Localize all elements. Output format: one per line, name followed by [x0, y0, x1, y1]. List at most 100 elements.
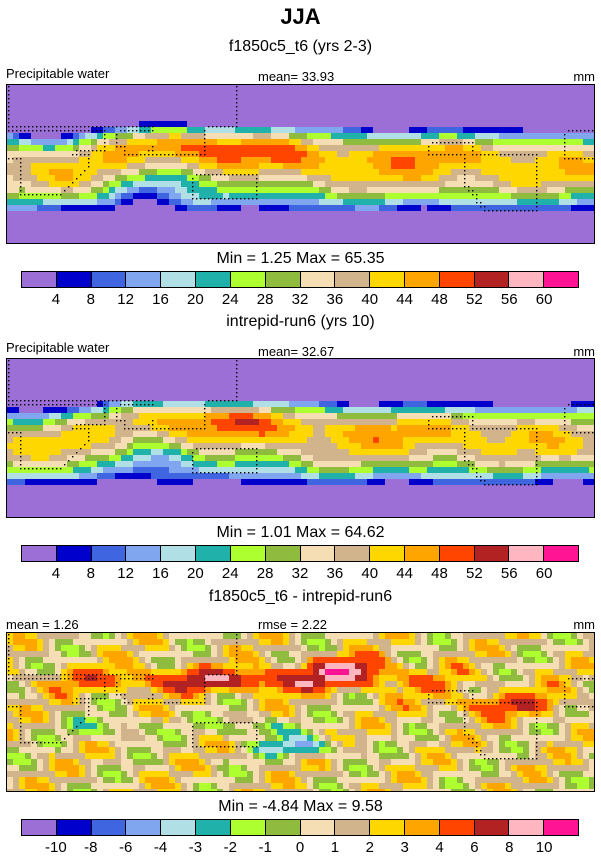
colorbar-swatch: [22, 272, 57, 287]
panel-3-map: [6, 632, 595, 792]
colorbar-swatch: [22, 820, 57, 835]
colorbar-swatch: [91, 546, 127, 561]
colorbar-swatch: [404, 546, 440, 561]
panel-1-colorbar: [21, 271, 579, 288]
colorbar-swatch: [370, 546, 405, 561]
colorbar-tick-label: 60: [535, 291, 553, 308]
colorbar-swatch: [196, 272, 231, 287]
colorbar-swatch: [474, 546, 510, 561]
coastlines: [8, 634, 594, 760]
colorbar-tick-label: 2: [365, 839, 374, 856]
colorbar-tick-label: 20: [187, 565, 204, 582]
colorbar-tick-label: -4: [153, 839, 168, 856]
panel-1-variable-label: Precipitable water: [6, 66, 110, 81]
colorbar-tick-label: 60: [535, 565, 553, 582]
panel-2-mean-label: mean= 32.67: [258, 344, 335, 359]
colorbar-swatch: [474, 820, 510, 835]
colorbar-tick-label: -2: [223, 839, 237, 856]
colorbar-swatch: [161, 546, 197, 561]
panel-3-rmse-label: rmse = 2.22: [258, 617, 328, 632]
colorbar-swatch: [230, 272, 266, 287]
colorbar-swatch: [126, 272, 162, 287]
colorbar-swatch: [370, 820, 405, 835]
colorbar-swatch: [56, 820, 92, 835]
colorbar-tick-label: 10: [535, 839, 553, 856]
coastlines: [8, 360, 594, 486]
colorbar-swatch: [196, 820, 231, 835]
colorbar-swatch: [126, 546, 162, 561]
colorbar-swatch: [439, 820, 475, 835]
panel-2-units: mm: [573, 344, 595, 359]
colorbar-tick-label: -10: [45, 839, 67, 856]
panel-2-colorbar: [21, 545, 579, 562]
panel-3-units: mm: [573, 617, 595, 632]
colorbar-swatch: [265, 820, 301, 835]
colorbar-swatch: [370, 272, 405, 287]
colorbar-tick-label: -1: [258, 839, 272, 856]
colorbar-tick-label: 24: [221, 565, 239, 582]
colorbar-swatch: [544, 820, 578, 835]
colorbar-swatch: [474, 272, 510, 287]
colorbar-tick-label: 24: [221, 291, 239, 308]
colorbar-swatch: [56, 272, 92, 287]
colorbar-tick-label: 28: [256, 565, 274, 582]
colorbar-tick-label: 52: [466, 565, 483, 582]
colorbar-tick-label: 16: [152, 291, 169, 308]
colorbar-tick-label: 56: [500, 291, 518, 308]
colorbar-swatch: [439, 272, 475, 287]
panel-3-subtitle: f1850c5_t6 - intrepid-run6: [208, 588, 393, 605]
colorbar-swatch: [265, 546, 301, 561]
panel-3-colorbar: [21, 819, 579, 836]
colorbar-tick-label: 6: [470, 839, 479, 856]
colorbar-swatch: [56, 546, 92, 561]
panel-3-min-max: Min = -4.84 Max = 9.58: [218, 798, 383, 815]
field-cells: [7, 85, 594, 243]
colorbar-tick-label: 52: [466, 291, 483, 308]
colorbar-tick-label: -8: [84, 839, 98, 856]
colorbar-swatch: [544, 272, 578, 287]
colorbar-swatch: [196, 546, 231, 561]
colorbar-swatch: [300, 272, 336, 287]
colorbar-swatch: [509, 820, 545, 835]
colorbar-swatch: [335, 272, 371, 287]
colorbar-swatch: [230, 820, 266, 835]
colorbar-tick-label: 28: [256, 291, 274, 308]
colorbar-swatch: [404, 272, 440, 287]
colorbar-swatch: [509, 546, 545, 561]
panel-3-mean-label: mean = 1.26: [6, 617, 79, 632]
colorbar-tick-label: 48: [431, 291, 448, 308]
colorbar-swatch: [265, 272, 301, 287]
colorbar-tick-label: 32: [291, 565, 309, 582]
colorbar-swatch: [439, 546, 475, 561]
panel-1-subtitle: f1850c5_t6 (yrs 2-3): [228, 38, 373, 55]
colorbar-tick-label: -6: [118, 839, 133, 856]
panel-1-units: mm: [573, 69, 595, 84]
colorbar-tick-label: 48: [431, 565, 448, 582]
colorbar-tick-label: 32: [291, 291, 309, 308]
colorbar-tick-label: 12: [117, 291, 134, 308]
colorbar-tick-label: 40: [361, 291, 379, 308]
colorbar-swatch: [300, 546, 336, 561]
panel-2-subtitle: intrepid-run6 (yrs 10): [226, 313, 375, 330]
colorbar-swatch: [335, 820, 371, 835]
colorbar-tick-label: 8: [86, 565, 95, 582]
figure-title: JJA: [280, 4, 321, 29]
colorbar-swatch: [509, 272, 545, 287]
field-cells: [7, 633, 594, 791]
colorbar-swatch: [544, 546, 578, 561]
colorbar-tick-label: 56: [500, 565, 518, 582]
colorbar-tick-label: 36: [326, 565, 344, 582]
colorbar-swatch: [126, 820, 162, 835]
colorbar-tick-label: 4: [435, 839, 444, 856]
colorbar-swatch: [22, 546, 57, 561]
panel-1-colorbar-ticks: 4 8 12 16 20 24 28 32 36 40 44 48 52 56 60: [21, 291, 579, 309]
colorbar-swatch: [230, 546, 266, 561]
colorbar-tick-label: 4: [51, 565, 61, 582]
panel-2-colorbar-ticks: 4 8 12 16 20 24 28 32 36 40 44 48 52 56 60: [21, 565, 579, 583]
panel-2-variable-label: Precipitable water: [6, 340, 110, 355]
panel-1-mean-label: mean= 33.93: [258, 69, 335, 84]
colorbar-swatch: [300, 820, 336, 835]
colorbar-tick-label: 8: [505, 839, 514, 856]
panel-2-map: [6, 358, 595, 518]
colorbar-tick-label: 8: [86, 291, 95, 308]
